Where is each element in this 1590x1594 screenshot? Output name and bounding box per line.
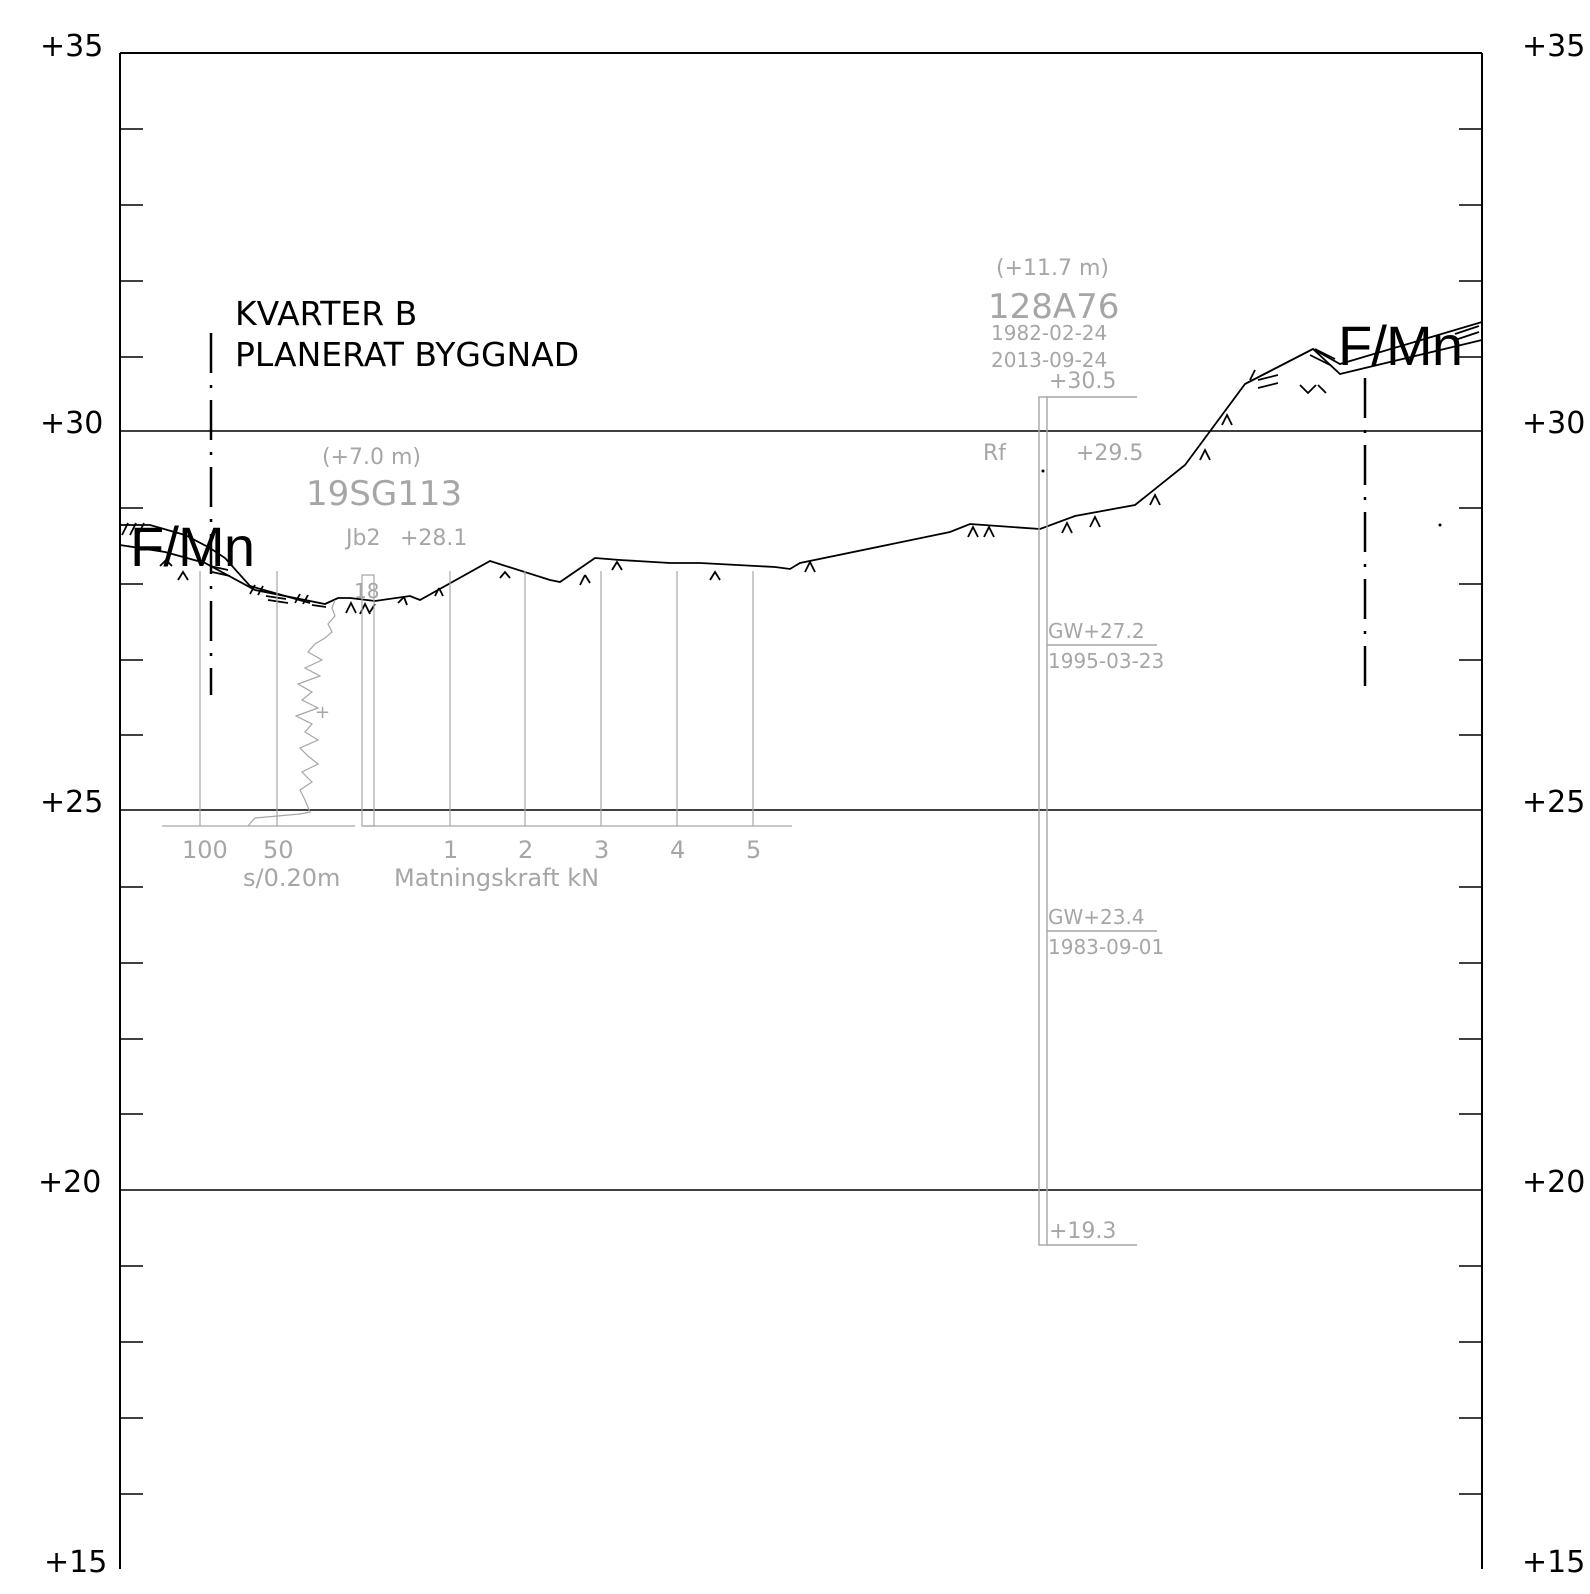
elevation-label-25-left: +25 xyxy=(40,785,103,820)
ground-surface xyxy=(119,321,1483,605)
probing-plot-grid xyxy=(162,571,792,827)
elevation-label-20-right: +20 xyxy=(1522,1165,1585,1200)
soil-hatching xyxy=(121,325,1480,615)
groundwater-level-1: GW+27.2 xyxy=(1048,619,1145,643)
probing-plus-marker: + xyxy=(315,702,330,723)
elevation-label-15-left: +15 xyxy=(44,1545,107,1580)
blow-axis-tick-100: 100 xyxy=(182,836,228,864)
borehole-19SG113-id: 19SG113 xyxy=(306,474,462,514)
borehole-128A76-ground-level: +29.5 xyxy=(1076,441,1143,466)
borehole-19SG113-marker: 18 xyxy=(354,579,379,603)
elevation-label-35-right: +35 xyxy=(1522,29,1585,64)
force-axis-tick-2: 2 xyxy=(518,836,533,864)
borehole-128A76-method: Rf xyxy=(983,441,1007,466)
elevation-label-35-left: +35 xyxy=(40,29,103,64)
groundwater-date-2: 1983-09-01 xyxy=(1048,935,1164,959)
section-title-line2: PLANERAT BYGGNAD xyxy=(235,335,579,374)
blow-count-profile xyxy=(247,599,336,827)
force-axis-tick-4: 4 xyxy=(670,836,685,864)
force-axis-label: Matningskraft kN xyxy=(394,864,599,892)
borehole-19SG113-offset: (+7.0 m) xyxy=(322,445,421,470)
borehole-128A76-offset: (+11.7 m) xyxy=(996,256,1109,281)
soil-label-left: F/Mn xyxy=(130,515,255,578)
borehole-19SG113-ground-level: +28.1 xyxy=(400,526,467,551)
elevation-labels-left: +35 +30 +25 +20 +15 xyxy=(38,29,107,1580)
borehole-19SG113-method: Jb2 xyxy=(344,526,380,551)
force-axis-tick-3: 3 xyxy=(594,836,609,864)
borehole-128A76-date2: 2013-09-24 xyxy=(991,348,1107,372)
elevation-label-20-left: +20 xyxy=(38,1165,101,1200)
section-title-line1: KVARTER B xyxy=(235,294,417,333)
elevation-label-25-right: +25 xyxy=(1522,785,1585,820)
elevation-ticks xyxy=(120,128,1482,1495)
force-axis-tick-1: 1 xyxy=(443,836,458,864)
soil-label-right: F/Mn xyxy=(1338,314,1463,377)
borehole-128A76-tube xyxy=(1038,396,1157,1246)
elevation-labels-right: +35 +30 +25 +20 +15 xyxy=(1522,29,1585,1580)
elevation-label-30-left: +30 xyxy=(40,406,103,441)
borehole-19SG113: (+7.0 m) 19SG113 Jb2 +28.1 18 + 100 50 s… xyxy=(162,445,792,892)
borehole-128A76-date1: 1982-02-24 xyxy=(991,321,1107,345)
borehole-128A76: (+11.7 m) 128A76 1982-02-24 2013-09-24 +… xyxy=(983,256,1164,1246)
groundwater-level-2: GW+23.4 xyxy=(1048,905,1145,929)
force-axis-tick-5: 5 xyxy=(746,836,761,864)
elevation-label-30-right: +30 xyxy=(1522,406,1585,441)
blow-axis-tick-50: 50 xyxy=(263,836,294,864)
borehole-128A76-bottom-level: +19.3 xyxy=(1049,1219,1116,1244)
stray-point xyxy=(1438,523,1442,527)
borehole-128A76-id: 128A76 xyxy=(988,287,1119,327)
blow-axis-label: s/0.20m xyxy=(243,864,340,892)
section-frame xyxy=(119,52,1483,1569)
elevation-label-15-right: +15 xyxy=(1522,1545,1585,1580)
groundwater-date-1: 1995-03-23 xyxy=(1048,649,1164,673)
borehole-128A76-top-level: +30.5 xyxy=(1049,369,1116,394)
elevation-gridlines xyxy=(120,430,1482,1191)
borehole-128A76-dot xyxy=(1041,469,1045,473)
